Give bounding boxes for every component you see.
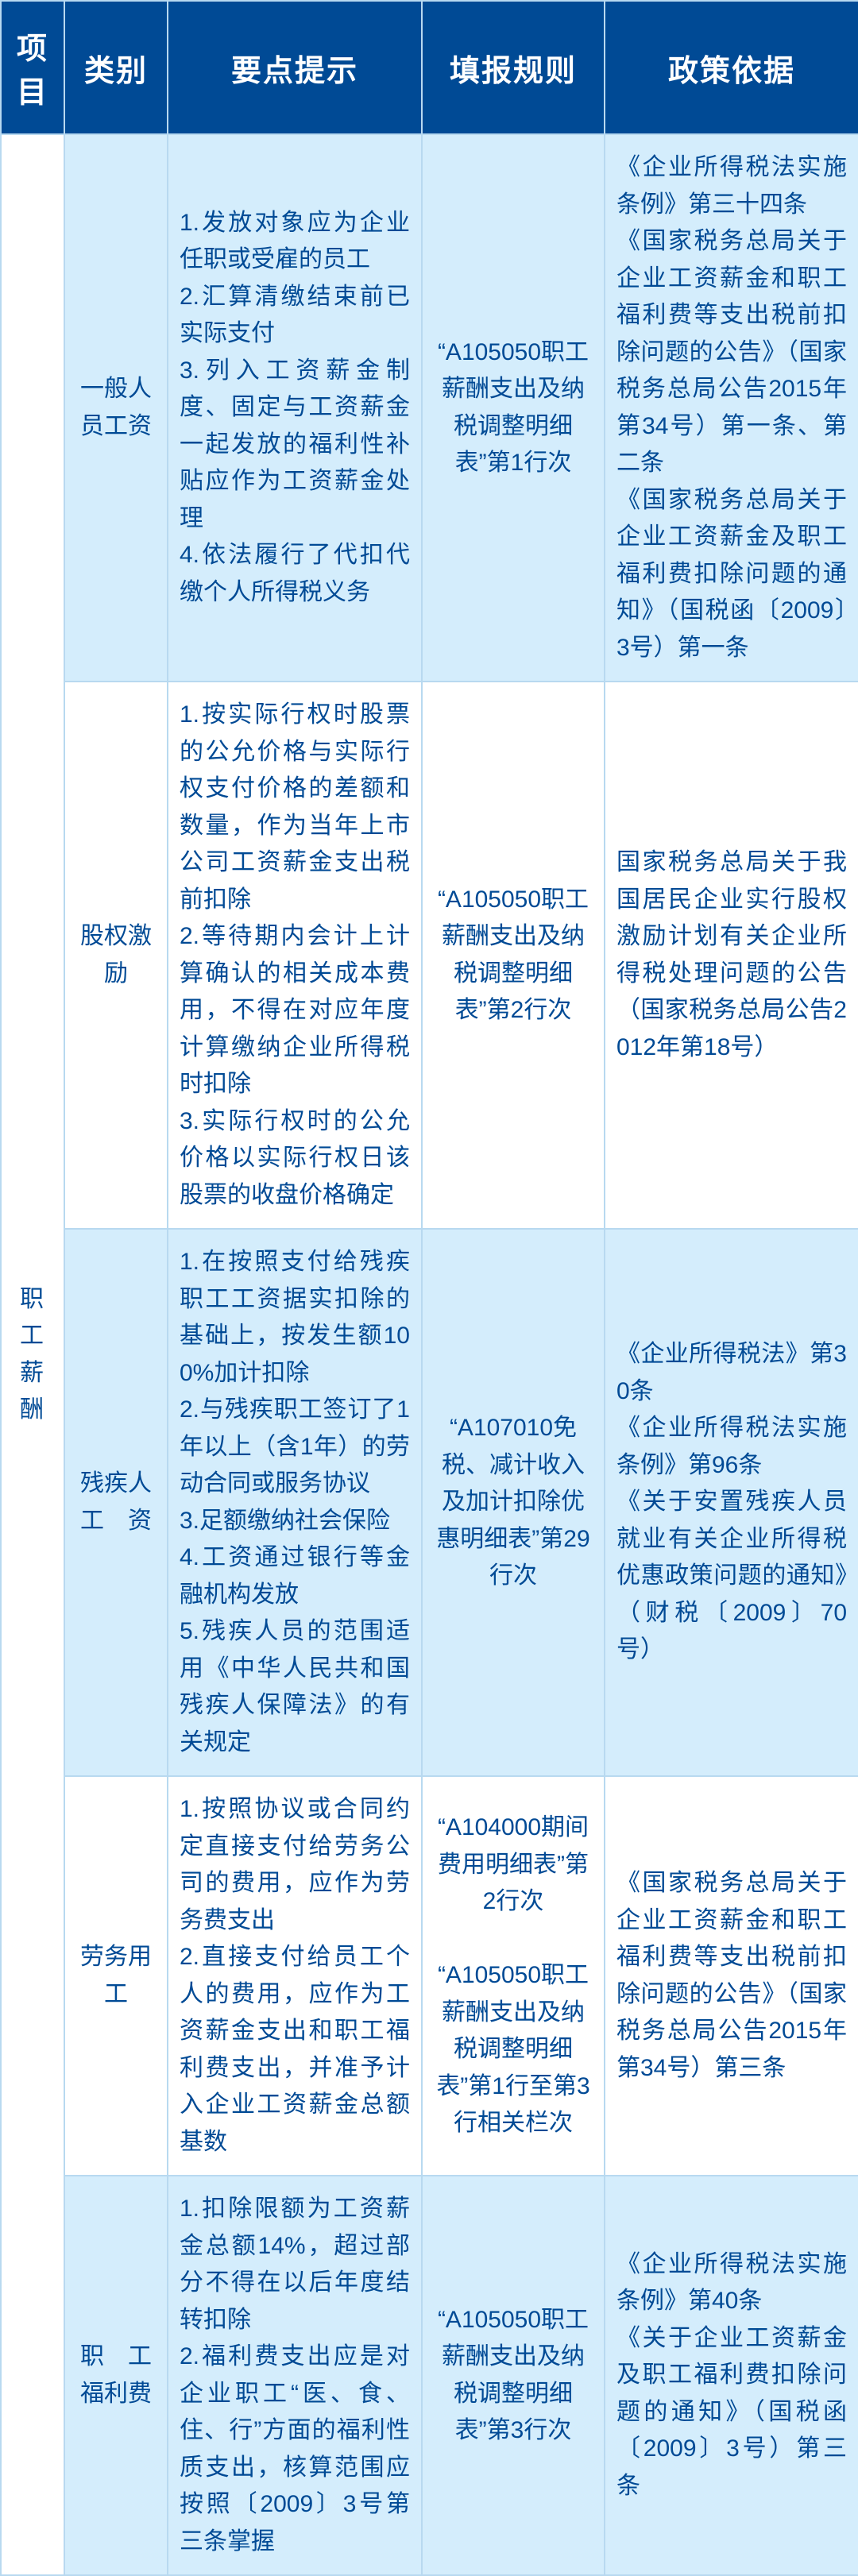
basis-cell: 《企业所得税法实施条例》第40条《关于企业工资薪金及职工福利费扣除问题的通知》（… (605, 2176, 858, 2575)
table-row: 残疾人工 资 1.在按照支付给残疾职工工资据实扣除的基础上，按发生额100%加计… (1, 1229, 858, 1776)
rule-cell: “A104000期间费用明细表”第2行次“A105050职工薪酬支出及纳税调整明… (422, 1776, 605, 2176)
header-basis: 政策依据 (605, 1, 858, 134)
basis-cell: 《企业所得税法》第30条《企业所得税法实施条例》第96条《关于安置残疾人员就业有… (605, 1229, 858, 1776)
merged-project-cell: 职工薪酬 (1, 134, 64, 2575)
basis-cell: 国家税务总局关于我国居民企业实行股权激励计划有关企业所得税处理问题的公告（国家税… (605, 682, 858, 1229)
rule-cell: “A105050职工薪酬支出及纳税调整明细表”第3行次 (422, 2176, 605, 2575)
tips-cell: 1.扣除限额为工资薪金总额14%，超过部分不得在以后年度结转扣除2.福利费支出应… (168, 2176, 422, 2575)
header-category: 类别 (64, 1, 168, 134)
rule-cell: “A105050职工薪酬支出及纳税调整明细表”第2行次 (422, 682, 605, 1229)
policy-table: 项目 类别 要点提示 填报规则 政策依据 职工薪酬 一般人员工资 1.发放对象应… (0, 0, 858, 2576)
header-tips: 要点提示 (168, 1, 422, 134)
table-row: 职 工福利费 1.扣除限额为工资薪金总额14%，超过部分不得在以后年度结转扣除2… (1, 2176, 858, 2575)
category-cell: 职 工福利费 (64, 2176, 168, 2575)
table-row: 职工薪酬 一般人员工资 1.发放对象应为企业任职或受雇的员工2.汇算清缴结束前已… (1, 134, 858, 682)
category-cell: 一般人员工资 (64, 134, 168, 682)
basis-cell: 《国家税务总局关于企业工资薪金和职工福利费等支出税前扣除问题的公告》（国家税务总… (605, 1776, 858, 2176)
basis-cell: 《企业所得税法实施条例》第三十四条《国家税务总局关于企业工资薪金和职工福利费等支… (605, 134, 858, 682)
tips-cell: 1.发放对象应为企业任职或受雇的员工2.汇算清缴结束前已实际支付3.列入工资薪金… (168, 134, 422, 682)
table-row: 股权激励 1.按实际行权时股票的公允价格与实际行权支付价格的差额和数量，作为当年… (1, 682, 858, 1229)
category-cell: 劳务用工 (64, 1776, 168, 2176)
header-row: 项目 类别 要点提示 填报规则 政策依据 (1, 1, 858, 134)
category-cell: 残疾人工 资 (64, 1229, 168, 1776)
tips-cell: 1.在按照支付给残疾职工工资据实扣除的基础上，按发生额100%加计扣除2.与残疾… (168, 1229, 422, 1776)
tips-cell: 1.按照协议或合同约定直接支付给劳务公司的费用，应作为劳务费支出2.直接支付给员… (168, 1776, 422, 2176)
rule-cell: “A107010免税、减计收入及加计扣除优惠明细表”第29行次 (422, 1229, 605, 1776)
rule-cell: “A105050职工薪酬支出及纳税调整明细表”第1行次 (422, 134, 605, 682)
table-row: 劳务用工 1.按照协议或合同约定直接支付给劳务公司的费用，应作为劳务费支出2.直… (1, 1776, 858, 2176)
header-rule: 填报规则 (422, 1, 605, 134)
tips-cell: 1.按实际行权时股票的公允价格与实际行权支付价格的差额和数量，作为当年上市公司工… (168, 682, 422, 1229)
category-cell: 股权激励 (64, 682, 168, 1229)
header-project: 项目 (1, 1, 64, 134)
